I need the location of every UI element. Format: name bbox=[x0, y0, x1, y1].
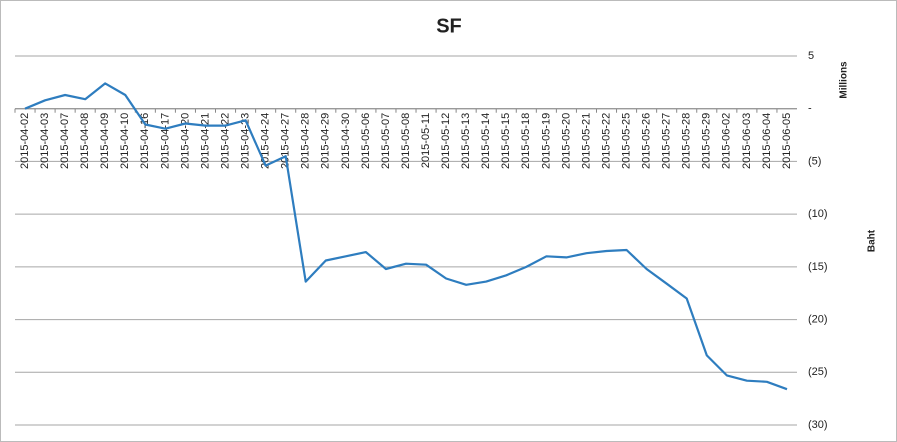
x-tick-label: 2015-04-07 bbox=[59, 113, 71, 169]
x-tick-label: 2015-06-04 bbox=[761, 113, 773, 169]
y-tick-label: (10) bbox=[808, 208, 828, 220]
x-tick-label: 2015-06-05 bbox=[781, 113, 793, 169]
x-tick-label: 2015-05-15 bbox=[500, 113, 512, 169]
x-tick-label: 2015-05-13 bbox=[460, 113, 472, 169]
x-tick-label: 2015-04-08 bbox=[79, 113, 91, 169]
x-tick-label: 2015-04-20 bbox=[179, 113, 191, 169]
y-tick-label: (15) bbox=[808, 261, 828, 273]
x-tick-label: 2015-05-21 bbox=[580, 113, 592, 169]
x-tick-label: 2015-05-14 bbox=[480, 113, 492, 169]
y-tick-label: (30) bbox=[808, 419, 828, 431]
y-axis-label: Baht bbox=[867, 229, 878, 252]
x-tick-label: 2015-04-27 bbox=[280, 113, 292, 169]
line bbox=[24, 82, 788, 391]
y-tick-label: (5) bbox=[808, 155, 821, 167]
x-tick-label: 2015-04-21 bbox=[199, 113, 211, 169]
x-tick-label: 2015-05-12 bbox=[440, 113, 452, 169]
x-tick-label: 2015-05-18 bbox=[520, 113, 532, 169]
x-tick-label: 2015-05-25 bbox=[620, 113, 632, 169]
x-tick-label: 2015-04-10 bbox=[119, 113, 131, 169]
x-tick-label: 2015-05-11 bbox=[420, 113, 432, 168]
x-tick-label: 2015-05-08 bbox=[400, 113, 412, 169]
x-tick-label: 2015-05-22 bbox=[600, 113, 612, 169]
x-tick-label: 2015-05-29 bbox=[701, 113, 713, 169]
y-tick-label: 5 bbox=[808, 50, 814, 62]
x-tick-label: 2015-04-02 bbox=[19, 113, 31, 169]
x-tick-label: 2015-04-22 bbox=[219, 113, 231, 169]
x-tick-label: 2015-04-17 bbox=[159, 113, 171, 169]
x-tick-label: 2015-04-03 bbox=[39, 113, 51, 169]
x-tick-label: 2015-04-28 bbox=[300, 113, 312, 169]
x-tick-label: 2015-05-20 bbox=[560, 113, 572, 169]
chart-title: SF bbox=[436, 15, 462, 37]
x-tick-label: 2015-05-19 bbox=[540, 113, 552, 169]
x-tick-label: 2015-05-27 bbox=[661, 113, 673, 169]
x-tick-label: 2015-04-30 bbox=[340, 113, 352, 169]
x-tick-label: 2015-05-26 bbox=[641, 113, 653, 169]
y-tick-label: - bbox=[808, 103, 812, 115]
y-tick-label: (20) bbox=[808, 313, 828, 325]
x-tick-label: 2015-04-24 bbox=[260, 113, 272, 169]
x-tick-label: 2015-06-02 bbox=[721, 113, 733, 169]
x-tick-label: 2015-06-03 bbox=[741, 113, 753, 169]
x-tick-label: 2015-04-09 bbox=[99, 113, 111, 169]
x-tick-label: 2015-04-16 bbox=[139, 113, 151, 169]
x-tick-label: 2015-05-28 bbox=[681, 113, 693, 169]
y-tick-label: (25) bbox=[808, 366, 828, 378]
x-tick-label: 2015-05-06 bbox=[360, 113, 372, 169]
x-tick-label: 2015-05-07 bbox=[380, 113, 392, 169]
y-unit-label: Millions bbox=[839, 61, 850, 99]
x-tick-label: 2015-04-29 bbox=[320, 113, 332, 169]
